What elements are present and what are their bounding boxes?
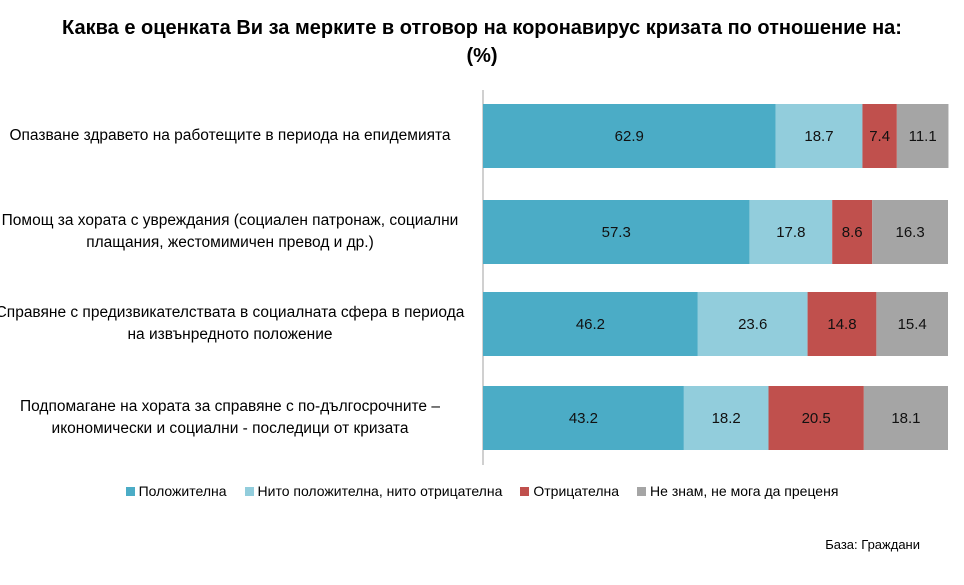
bar-segment [483, 292, 698, 356]
data-label: 18.1 [891, 410, 920, 427]
bar-segment [832, 200, 873, 264]
bar-segment [872, 200, 948, 264]
legend-swatch [520, 486, 530, 496]
category-label: Подпомагане на хората за справяне с по-д… [20, 398, 440, 437]
data-label: 8.6 [842, 224, 863, 241]
stacked-bar-chart: 62.9 18.7 7.4 11.1 57.3 17.8 8.6 16.3 46.2 23.6 14… [482, 90, 949, 465]
bar-segment [483, 200, 750, 264]
data-label: 62.9 [615, 128, 644, 145]
data-label: 11.1 [909, 128, 937, 145]
bar-segment [775, 104, 863, 168]
bar-segment [807, 292, 877, 356]
data-label: 7.4 [869, 128, 890, 145]
source-note: База: Граждани [825, 537, 920, 552]
data-label: 14.8 [827, 316, 856, 333]
chart-title: Каква е оценката Ви за мерките в отговор… [62, 17, 902, 67]
bar-segment [749, 200, 833, 264]
category-label: Помощ за хората с увреждания (социален п… [1, 212, 459, 251]
legend-swatch [637, 486, 647, 496]
data-label: 43.2 [569, 410, 598, 427]
legend-swatch [244, 486, 254, 496]
bar-segment [896, 104, 949, 168]
bar-segment [876, 292, 948, 356]
category-label: Справяне с предизвикателствата в социалн… [0, 304, 465, 343]
bar-segment [483, 104, 776, 168]
legend-item: Отрицателна [520, 483, 619, 499]
data-label: 18.2 [712, 410, 741, 427]
data-label: 15.4 [898, 316, 927, 333]
data-label: 16.3 [896, 224, 925, 241]
legend-item: Положителна [125, 483, 227, 499]
data-label: 23.6 [738, 316, 767, 333]
bar-segment [863, 386, 948, 450]
legend-label: Отрицателна [533, 483, 620, 499]
legend-item: Нито положителна, нито отрицателна [244, 483, 503, 499]
legend: Положителна Нито положителна, нито отрица… [0, 483, 964, 499]
legend-label: Не знам, не мога да преценя [650, 483, 839, 499]
bar-segment [697, 292, 808, 356]
legend-swatch [125, 486, 135, 496]
data-label: 46.2 [576, 316, 605, 333]
bar-segment [483, 386, 684, 450]
category-label: Опазване здравето на работещите в период… [9, 127, 451, 144]
bar-segment [768, 386, 864, 450]
data-label: 17.8 [776, 224, 805, 241]
bar-segment [683, 386, 769, 450]
legend-label: Нито положителна, нито отрицателна [257, 483, 503, 499]
data-label: 57.3 [602, 224, 631, 241]
legend-label: Положителна [138, 483, 227, 499]
data-label: 20.5 [802, 410, 831, 427]
data-label: 18.7 [804, 128, 833, 145]
bar-segment [862, 104, 897, 168]
legend-item: Не знам, не мога да преценя [637, 483, 838, 499]
